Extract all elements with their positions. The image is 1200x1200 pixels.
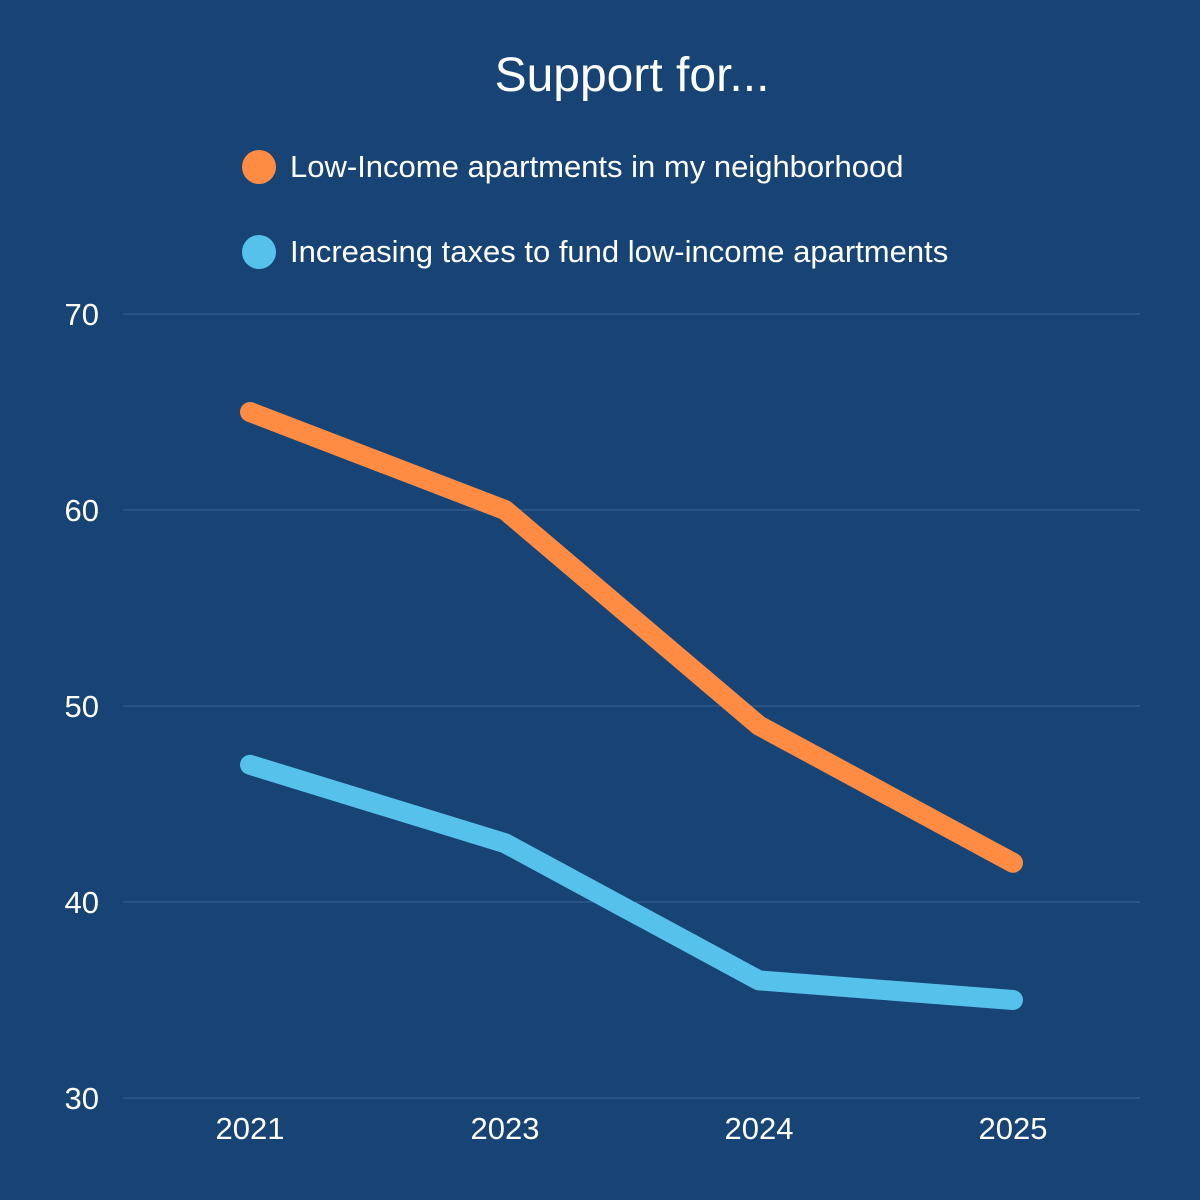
grid-lines — [123, 313, 1140, 1099]
x-axis-ticks: 2021 2023 2024 2025 — [216, 1111, 1048, 1146]
y-tick-label-40: 40 — [65, 885, 99, 920]
series-line-increasing-taxes — [240, 754, 1023, 1010]
x-tick-label-2024: 2024 — [725, 1111, 794, 1146]
y-tick-label-30: 30 — [65, 1081, 99, 1116]
x-tick-label-2023: 2023 — [471, 1111, 540, 1146]
legend-marker-low-income-apartments — [242, 150, 276, 184]
y-axis-ticks: 30 40 50 60 70 — [65, 297, 99, 1116]
legend-label-increasing-taxes: Increasing taxes to fund low-income apar… — [290, 234, 948, 269]
x-tick-label-2025: 2025 — [979, 1111, 1048, 1146]
y-tick-label-50: 50 — [65, 689, 99, 724]
chart-title: Support for... — [495, 49, 770, 102]
series-line-low-income-apartments — [240, 402, 1023, 873]
y-tick-label-70: 70 — [65, 297, 99, 332]
series-lines — [240, 402, 1023, 1010]
legend-label-low-income-apartments: Low-Income apartments in my neighborhood — [290, 149, 903, 184]
legend: Low-Income apartments in my neighborhood… — [242, 149, 948, 269]
y-tick-label-60: 60 — [65, 493, 99, 528]
legend-marker-increasing-taxes — [242, 235, 276, 269]
x-tick-label-2021: 2021 — [216, 1111, 285, 1146]
